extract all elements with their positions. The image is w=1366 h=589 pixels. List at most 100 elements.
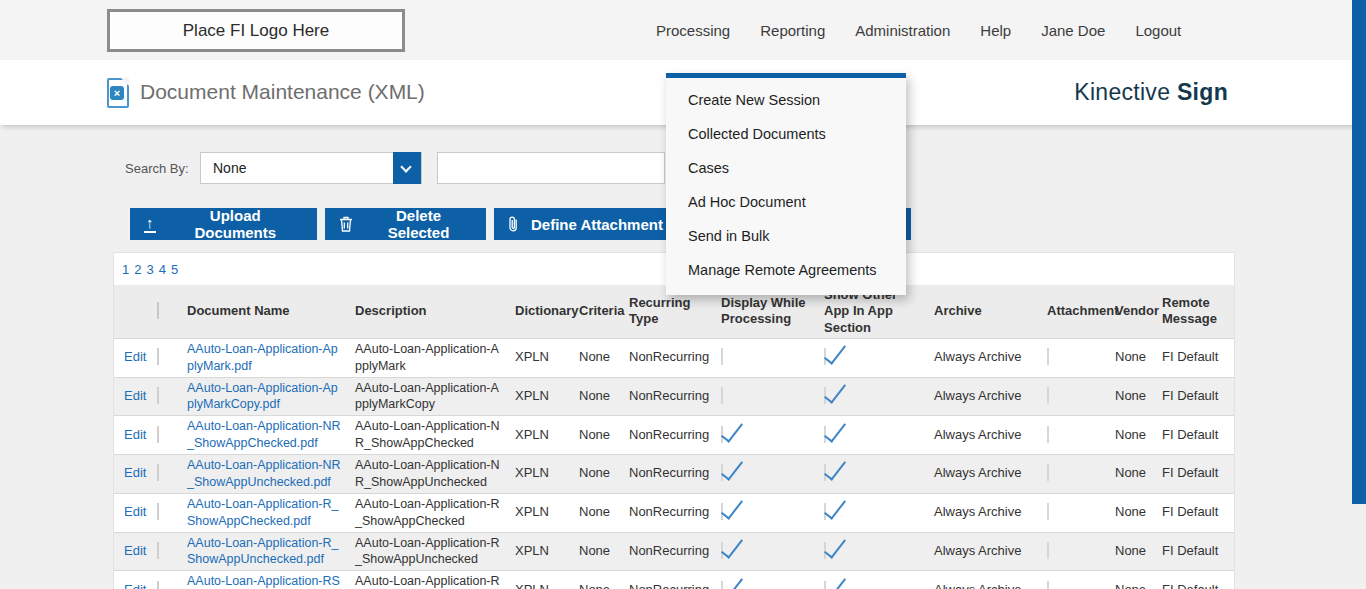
dictionary-cell: XPLN [509, 416, 573, 455]
edit-link[interactable]: Edit [124, 465, 146, 480]
document-name-link[interactable]: AAuto-Loan-Application-NR_ShowAppUncheck… [187, 458, 341, 489]
menu-item[interactable]: Send in Bulk [666, 219, 906, 253]
archive-cell: Always Archive [928, 532, 1041, 571]
document-name-link[interactable]: AAuto-Loan-Application-R_ShowAppChecked.… [187, 497, 338, 528]
attachment-checkbox [1047, 387, 1049, 404]
attachment-cell [1041, 532, 1109, 571]
document-name-link[interactable]: AAuto-Loan-Application-R_ShowAppUnchecke… [187, 536, 338, 567]
search-by-select[interactable]: None [200, 152, 422, 184]
attachment-checkbox [1047, 503, 1049, 520]
header-dictionary: Dictionary [509, 285, 573, 338]
document-name-link[interactable]: AAuto-Loan-Application-ApplyMarkCopy.pdf [187, 381, 338, 412]
table-body: Edit AAuto-Loan-Application-ApplyMark.pd… [114, 338, 1234, 589]
nav-item[interactable]: Reporting [760, 22, 825, 39]
table-row: Edit AAuto-Loan-Application-ApplyMark.pd… [114, 338, 1234, 377]
display-while-processing-cell [715, 455, 818, 494]
table-row: Edit AAuto-Loan-Application-NR_ShowAppCh… [114, 416, 1234, 455]
edit-link[interactable]: Edit [124, 504, 146, 519]
description-cell: AAuto-Loan-Application-ApplyMark [349, 338, 509, 377]
display-while-processing-cell [715, 571, 818, 589]
display-while-processing-checkbox [721, 503, 723, 520]
vendor-cell: None [1109, 493, 1156, 532]
scrollbar-thumb[interactable] [1352, 0, 1366, 504]
table-row: Edit AAuto-Loan-Application-NR_ShowAppUn… [114, 455, 1234, 494]
document-name-link[interactable]: AAuto-Loan-Application-ApplyMark.pdf [187, 342, 338, 373]
document-xml-icon: × [107, 78, 129, 108]
display-while-processing-cell [715, 377, 818, 416]
archive-cell: Always Archive [928, 455, 1041, 494]
page-link[interactable]: 3 [146, 262, 153, 277]
description-cell: AAuto-Loan-Application-RS-AFD731-test [349, 571, 509, 589]
edit-cell: Edit [114, 532, 151, 571]
paperclip-icon [508, 215, 519, 234]
select-cell [151, 532, 181, 571]
dictionary-cell: XPLN [509, 377, 573, 416]
row-checkbox[interactable] [157, 542, 159, 559]
edit-link[interactable]: Edit [124, 349, 146, 364]
nav-item[interactable]: Processing [656, 22, 730, 39]
nav-item[interactable]: Administration [855, 22, 950, 39]
select-cell [151, 455, 181, 494]
row-checkbox[interactable] [157, 464, 159, 481]
select-cell [151, 493, 181, 532]
edit-link[interactable]: Edit [124, 582, 146, 589]
select-dropdown-button[interactable] [393, 152, 421, 184]
show-other-app-checkbox [824, 503, 826, 520]
select-cell [151, 338, 181, 377]
search-by-label: Search By: [125, 161, 189, 176]
row-checkbox[interactable] [157, 348, 159, 365]
nav-item[interactable]: Jane Doe [1041, 22, 1105, 39]
show-other-app-checkbox [824, 581, 826, 589]
nav-item[interactable]: Logout [1135, 22, 1181, 39]
show-other-app-cell [818, 416, 928, 455]
top-bar: Place FI Logo Here ProcessingReportingAd… [0, 0, 1366, 60]
search-input[interactable] [437, 152, 665, 184]
recurring-type-cell: NonRecurring [623, 493, 715, 532]
document-name-link[interactable]: AAuto-Loan-Application-NR_ShowAppChecked… [187, 419, 341, 450]
recurring-type-cell: NonRecurring [623, 455, 715, 494]
criteria-cell: None [573, 493, 623, 532]
page-link[interactable]: 1 [122, 262, 129, 277]
delete-selected-button[interactable]: Delete Selected [325, 208, 486, 240]
upload-documents-label: Upload Documents [168, 207, 304, 241]
header-edit [114, 285, 151, 338]
page-link[interactable]: 4 [159, 262, 166, 277]
brand-bold: Sign [1177, 79, 1228, 105]
document-name-cell: AAuto-Loan-Application-ApplyMark.pdf [181, 338, 349, 377]
criteria-cell: None [573, 532, 623, 571]
menu-item[interactable]: Manage Remote Agreements [666, 253, 906, 287]
edit-cell: Edit [114, 377, 151, 416]
menu-item[interactable]: Collected Documents [666, 117, 906, 151]
remote-message-cell: FI Default [1156, 377, 1234, 416]
row-checkbox[interactable] [157, 503, 159, 520]
edit-link[interactable]: Edit [124, 427, 146, 442]
menu-item[interactable]: Ad Hoc Document [666, 185, 906, 219]
select-all-checkbox[interactable] [157, 302, 159, 319]
page-link[interactable]: 2 [134, 262, 141, 277]
row-checkbox[interactable] [157, 387, 159, 404]
display-while-processing-cell [715, 416, 818, 455]
edit-link[interactable]: Edit [124, 543, 146, 558]
remote-message-cell: FI Default [1156, 493, 1234, 532]
document-name-cell: AAuto-Loan-Application-RS-AFD731-test.pd… [181, 571, 349, 589]
header-description: Description [349, 285, 509, 338]
dictionary-cell: XPLN [509, 571, 573, 589]
nav-item[interactable]: Help [980, 22, 1011, 39]
document-name-link[interactable]: AAuto-Loan-Application-RS-AFD731-test.pd… [187, 574, 340, 589]
brand-regular: Kinective [1074, 79, 1170, 105]
edit-link[interactable]: Edit [124, 388, 146, 403]
menu-item[interactable]: Create New Session [666, 83, 906, 117]
row-checkbox[interactable] [157, 581, 159, 589]
row-checkbox[interactable] [157, 426, 159, 443]
display-while-processing-cell [715, 532, 818, 571]
show-other-app-cell [818, 338, 928, 377]
archive-cell: Always Archive [928, 571, 1041, 589]
attachment-checkbox [1047, 348, 1049, 365]
edit-cell: Edit [114, 455, 151, 494]
upload-documents-button[interactable]: ↑ Upload Documents [130, 208, 317, 240]
document-name-cell: AAuto-Loan-Application-ApplyMarkCopy.pdf [181, 377, 349, 416]
page-fold-icon [121, 78, 129, 86]
menu-item[interactable]: Cases [666, 151, 906, 185]
page-link[interactable]: 5 [171, 262, 178, 277]
dictionary-cell: XPLN [509, 455, 573, 494]
